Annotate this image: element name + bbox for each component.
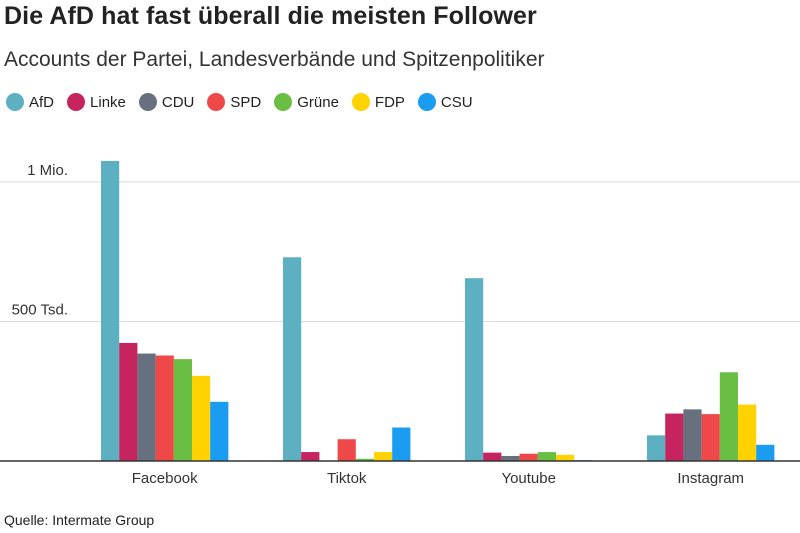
y-tick-label: 1 Mio. bbox=[27, 162, 68, 179]
legend-swatch-csu bbox=[417, 93, 436, 111]
legend-item-csu: CSU bbox=[417, 93, 473, 111]
bar bbox=[537, 452, 556, 461]
bar bbox=[301, 452, 320, 461]
legend-label-spd: SPD bbox=[230, 93, 262, 111]
bar bbox=[283, 257, 302, 461]
legend-label-csu: CSU bbox=[440, 93, 473, 111]
legend-label-afd: AfD bbox=[29, 93, 55, 111]
x-tick-label: Instagram bbox=[677, 470, 744, 487]
bar bbox=[501, 455, 520, 461]
legend-item-gruene: Grüne bbox=[274, 93, 339, 111]
x-tick-label: Youtube bbox=[501, 470, 556, 487]
legend-swatch-spd bbox=[207, 93, 226, 111]
bar bbox=[337, 439, 356, 461]
x-tick-label: Facebook bbox=[132, 470, 198, 487]
legend-item-afd: AfD bbox=[6, 93, 54, 111]
x-tick-label: Tiktok bbox=[327, 470, 367, 487]
legend-swatch-gruene bbox=[274, 93, 293, 111]
legend: AfD Linke CDU SPD Grüne FDP CSU bbox=[6, 93, 486, 111]
bar bbox=[355, 458, 374, 461]
bar bbox=[101, 160, 120, 461]
bar bbox=[665, 413, 684, 461]
bar bbox=[210, 401, 229, 461]
chart-title: Die AfD hat fast überall die meisten Fol… bbox=[4, 2, 537, 30]
bar bbox=[155, 355, 174, 461]
bar bbox=[137, 353, 156, 461]
legend-label-gruene: Grüne bbox=[297, 93, 339, 111]
legend-swatch-fdp bbox=[351, 93, 370, 111]
bar bbox=[738, 404, 757, 461]
legend-item-fdp: FDP bbox=[351, 93, 405, 111]
bar bbox=[647, 435, 666, 461]
bar bbox=[173, 359, 192, 461]
bar bbox=[719, 372, 738, 461]
bar bbox=[519, 453, 538, 461]
bar bbox=[465, 278, 484, 461]
bar bbox=[756, 444, 775, 461]
bar bbox=[483, 452, 502, 461]
bar bbox=[192, 375, 211, 461]
legend-label-linke: Linke bbox=[90, 93, 126, 111]
y-tick-label: 500 Tsd. bbox=[12, 301, 68, 318]
bar bbox=[701, 414, 720, 461]
bar bbox=[683, 409, 702, 461]
bar bbox=[374, 452, 393, 461]
legend-label-cdu: CDU bbox=[161, 93, 195, 111]
legend-item-cdu: CDU bbox=[138, 93, 195, 111]
legend-item-spd: SPD bbox=[207, 93, 261, 111]
legend-label-fdp: FDP bbox=[374, 93, 405, 111]
bar bbox=[392, 427, 411, 461]
legend-item-linke: Linke bbox=[67, 93, 126, 111]
chart-subtitle: Accounts der Partei, Landesverbände und … bbox=[4, 48, 545, 71]
source-note: Quelle: Intermate Group bbox=[4, 512, 155, 528]
legend-swatch-linke bbox=[67, 93, 86, 111]
bar bbox=[556, 454, 575, 461]
legend-swatch-cdu bbox=[138, 93, 157, 111]
bar bbox=[119, 342, 138, 461]
legend-swatch-afd bbox=[6, 93, 24, 111]
